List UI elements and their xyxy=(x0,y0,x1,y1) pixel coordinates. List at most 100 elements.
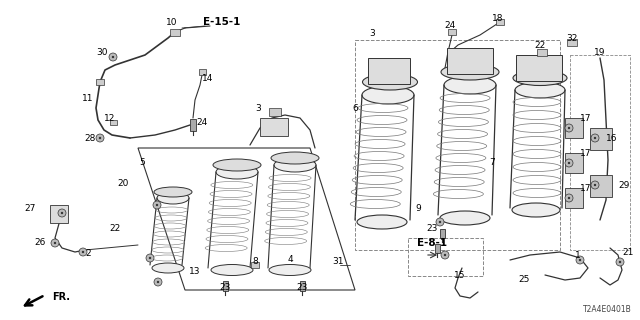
Circle shape xyxy=(153,201,161,209)
Text: 13: 13 xyxy=(189,268,201,276)
Text: 31: 31 xyxy=(332,258,344,267)
Bar xyxy=(537,49,547,55)
Text: 17: 17 xyxy=(580,148,592,157)
Bar xyxy=(567,38,577,45)
Circle shape xyxy=(51,239,59,247)
Text: 19: 19 xyxy=(595,47,605,57)
Text: 29: 29 xyxy=(618,180,630,189)
Bar xyxy=(590,175,612,197)
Bar xyxy=(590,128,612,150)
Circle shape xyxy=(99,137,101,139)
Text: E-8-1: E-8-1 xyxy=(417,238,447,248)
Text: E-15-1: E-15-1 xyxy=(204,17,241,27)
Bar xyxy=(447,48,493,74)
Bar xyxy=(565,188,583,208)
Text: 14: 14 xyxy=(202,74,214,83)
Bar xyxy=(260,118,288,136)
Ellipse shape xyxy=(211,265,253,276)
Text: 6: 6 xyxy=(352,103,358,113)
Text: 22: 22 xyxy=(534,41,546,50)
Ellipse shape xyxy=(154,187,192,197)
Circle shape xyxy=(439,221,441,223)
Circle shape xyxy=(156,204,158,206)
Bar xyxy=(570,55,630,250)
Circle shape xyxy=(61,212,63,214)
Text: 32: 32 xyxy=(566,34,578,43)
Circle shape xyxy=(146,254,154,262)
Circle shape xyxy=(436,218,444,226)
Bar xyxy=(170,28,180,36)
Circle shape xyxy=(96,134,104,142)
Text: 25: 25 xyxy=(518,276,530,284)
Circle shape xyxy=(157,281,159,283)
Text: 24: 24 xyxy=(444,20,456,29)
Bar xyxy=(408,238,483,276)
Circle shape xyxy=(58,209,66,217)
Circle shape xyxy=(109,53,117,61)
Bar xyxy=(223,281,227,291)
Circle shape xyxy=(565,124,573,132)
Circle shape xyxy=(54,242,56,244)
Circle shape xyxy=(568,197,570,199)
Circle shape xyxy=(112,56,114,58)
Ellipse shape xyxy=(271,152,319,164)
Text: 11: 11 xyxy=(83,93,93,102)
Bar xyxy=(300,281,305,291)
Circle shape xyxy=(82,251,84,253)
Bar xyxy=(565,118,583,138)
Text: 10: 10 xyxy=(166,18,178,27)
Bar xyxy=(50,205,68,223)
Bar xyxy=(355,40,560,250)
Circle shape xyxy=(568,162,570,164)
Circle shape xyxy=(594,137,596,139)
Bar xyxy=(190,119,196,131)
Circle shape xyxy=(154,278,162,286)
Ellipse shape xyxy=(213,159,261,171)
Text: 26: 26 xyxy=(35,237,45,246)
Text: 30: 30 xyxy=(96,47,108,57)
Text: 18: 18 xyxy=(492,13,504,22)
Text: FR.: FR. xyxy=(52,292,70,302)
Bar xyxy=(435,244,440,252)
Circle shape xyxy=(576,256,584,264)
Text: 16: 16 xyxy=(606,133,618,142)
Text: 23: 23 xyxy=(296,284,308,292)
Text: 17: 17 xyxy=(580,183,592,193)
Circle shape xyxy=(616,258,624,266)
Text: 23: 23 xyxy=(426,223,438,233)
Text: 1: 1 xyxy=(575,251,581,260)
Ellipse shape xyxy=(157,192,189,204)
Bar xyxy=(448,29,456,35)
Circle shape xyxy=(444,254,446,256)
Circle shape xyxy=(619,261,621,263)
Text: 3: 3 xyxy=(255,103,261,113)
Bar xyxy=(516,55,562,81)
Bar xyxy=(269,108,281,116)
Text: 20: 20 xyxy=(117,179,129,188)
Text: 15: 15 xyxy=(454,270,466,279)
Text: 27: 27 xyxy=(24,204,36,212)
Bar xyxy=(565,153,583,173)
Bar xyxy=(496,19,504,25)
Text: 2: 2 xyxy=(85,249,91,258)
Ellipse shape xyxy=(513,70,567,85)
Ellipse shape xyxy=(444,76,496,94)
Ellipse shape xyxy=(269,265,311,276)
Circle shape xyxy=(565,159,573,167)
Text: T2A4E0401B: T2A4E0401B xyxy=(583,305,632,314)
Bar xyxy=(198,69,205,75)
Circle shape xyxy=(79,248,87,256)
Bar xyxy=(96,79,104,85)
Ellipse shape xyxy=(152,263,184,273)
Text: 21: 21 xyxy=(622,247,634,257)
Ellipse shape xyxy=(362,86,414,104)
Bar xyxy=(251,262,259,268)
Circle shape xyxy=(441,251,449,259)
Ellipse shape xyxy=(512,203,560,217)
Ellipse shape xyxy=(274,158,316,172)
Ellipse shape xyxy=(357,215,407,229)
Text: 23: 23 xyxy=(220,284,230,292)
Text: 28: 28 xyxy=(84,133,96,142)
Text: 7: 7 xyxy=(489,157,495,166)
Ellipse shape xyxy=(216,165,258,179)
